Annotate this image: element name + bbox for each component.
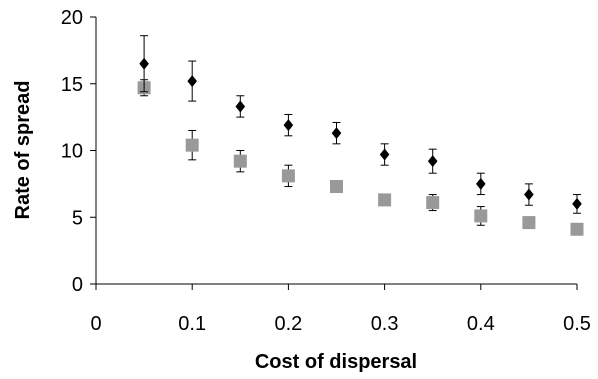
diamond-point [379, 148, 390, 161]
square-point [330, 180, 343, 194]
square-point [474, 209, 488, 223]
y-tick-label: 5 [72, 207, 83, 229]
x-tick-label: 0.5 [563, 313, 591, 335]
y-axis-title: Rate of spread [12, 81, 34, 220]
square-point [522, 216, 536, 230]
diamond-point [476, 177, 486, 190]
x-tick-label: 0.3 [371, 313, 399, 335]
square-series [137, 79, 584, 236]
square-point [426, 196, 440, 210]
diamond-point [187, 75, 197, 88]
y-tick-label: 0 [72, 274, 83, 296]
diamond-point [139, 57, 149, 70]
square-point [185, 138, 199, 152]
diamond-point [235, 100, 246, 113]
x-tick-label: 0 [90, 313, 101, 335]
diamond-point [524, 188, 534, 201]
series-layer [137, 35, 584, 236]
diamond-point [427, 155, 438, 168]
x-axis-title: Cost of dispersal [255, 351, 417, 373]
square-point [233, 154, 247, 168]
x-ticks: 0 0.1 0.2 0.3 0.4 0.5 [90, 284, 591, 335]
y-tick-label: 15 [61, 74, 83, 96]
y-ticks: 0 5 10 15 20 [61, 7, 96, 296]
y-tick-label: 20 [61, 7, 83, 29]
diamond-series [139, 35, 582, 214]
x-tick-label: 0.4 [467, 313, 495, 335]
square-point [378, 193, 392, 207]
x-tick-label: 0.2 [274, 313, 302, 335]
x-tick-label: 0.1 [178, 313, 206, 335]
y-tick-label: 10 [61, 141, 83, 163]
square-point [281, 169, 295, 183]
diamond-point [572, 197, 582, 210]
square-point [570, 222, 584, 236]
diamond-point [331, 127, 342, 140]
diamond-point [283, 119, 294, 132]
axes [95, 17, 577, 285]
